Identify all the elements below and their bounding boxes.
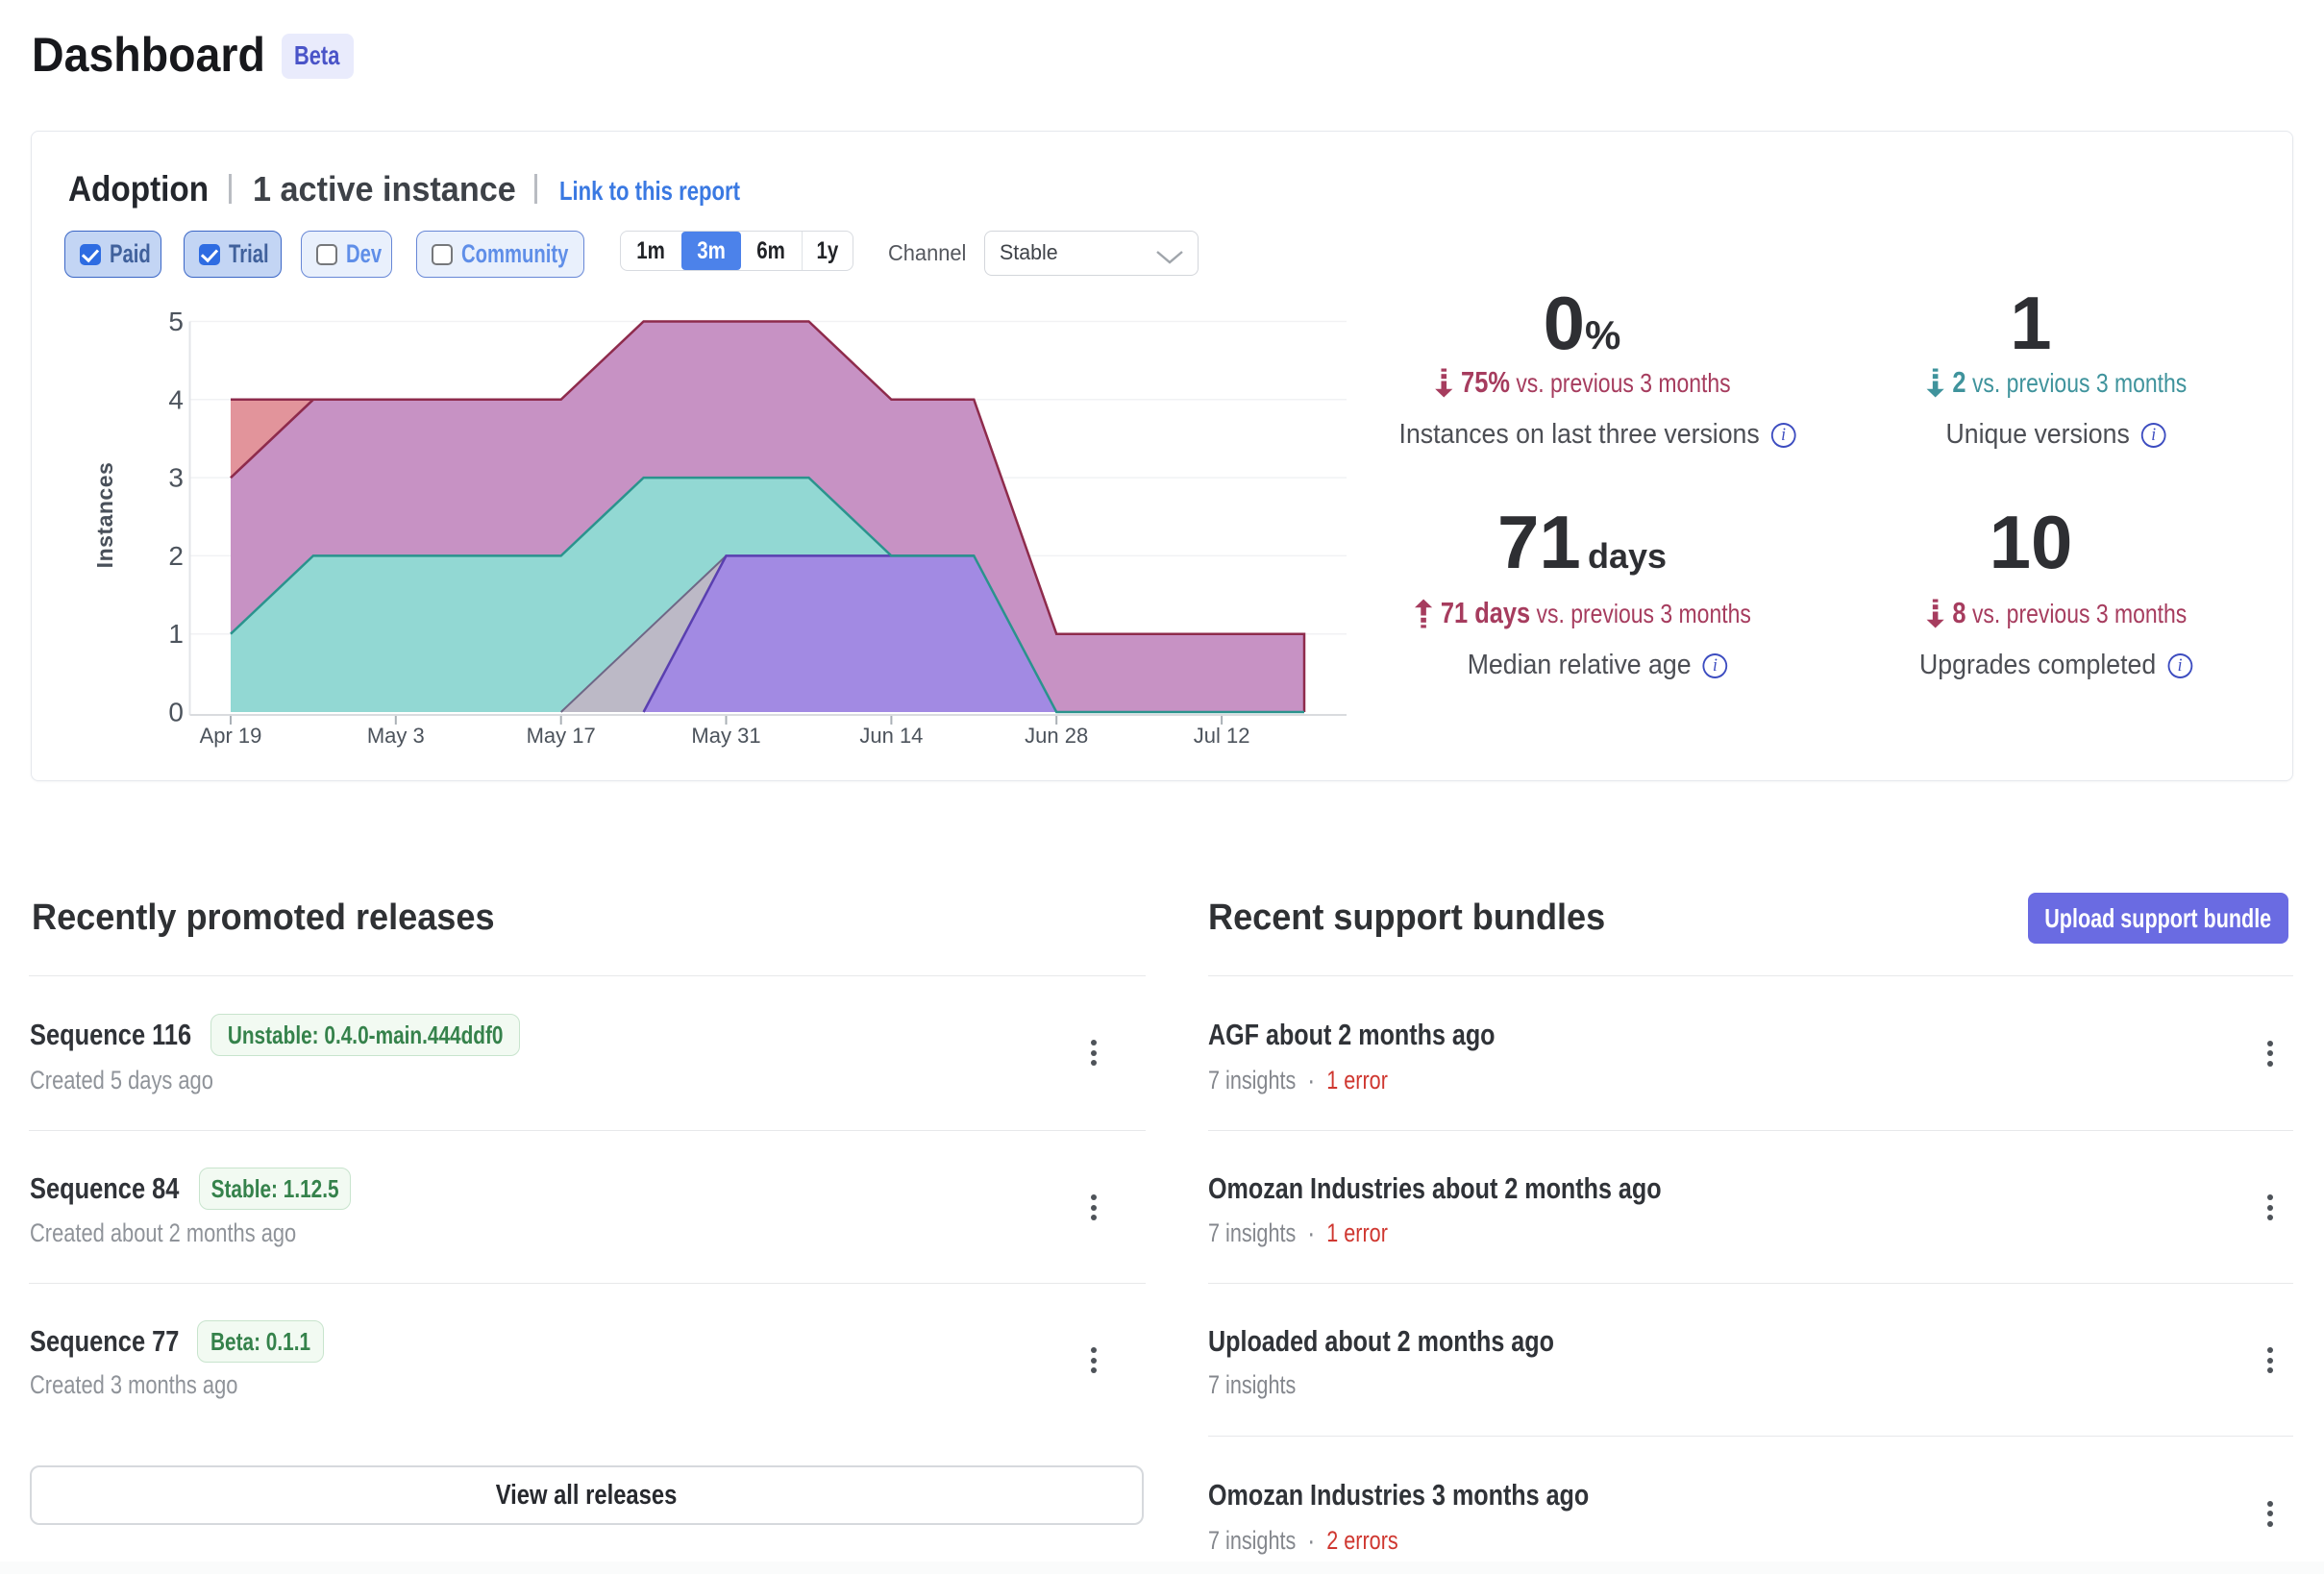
- svg-text:3: 3: [168, 463, 184, 493]
- svg-text:0: 0: [168, 698, 184, 727]
- svg-text:1: 1: [168, 619, 184, 649]
- svg-text:5: 5: [168, 307, 184, 336]
- svg-text:Jul 12: Jul 12: [1194, 724, 1250, 748]
- svg-text:Instances: Instances: [92, 462, 117, 569]
- svg-text:Jun 14: Jun 14: [859, 724, 923, 748]
- svg-text:May 3: May 3: [367, 724, 425, 748]
- svg-text:May 17: May 17: [527, 724, 596, 748]
- svg-text:Apr 19: Apr 19: [200, 724, 262, 748]
- svg-text:Jun 28: Jun 28: [1025, 724, 1088, 748]
- svg-text:2: 2: [168, 541, 184, 571]
- svg-text:May 31: May 31: [691, 724, 760, 748]
- svg-text:4: 4: [168, 384, 184, 414]
